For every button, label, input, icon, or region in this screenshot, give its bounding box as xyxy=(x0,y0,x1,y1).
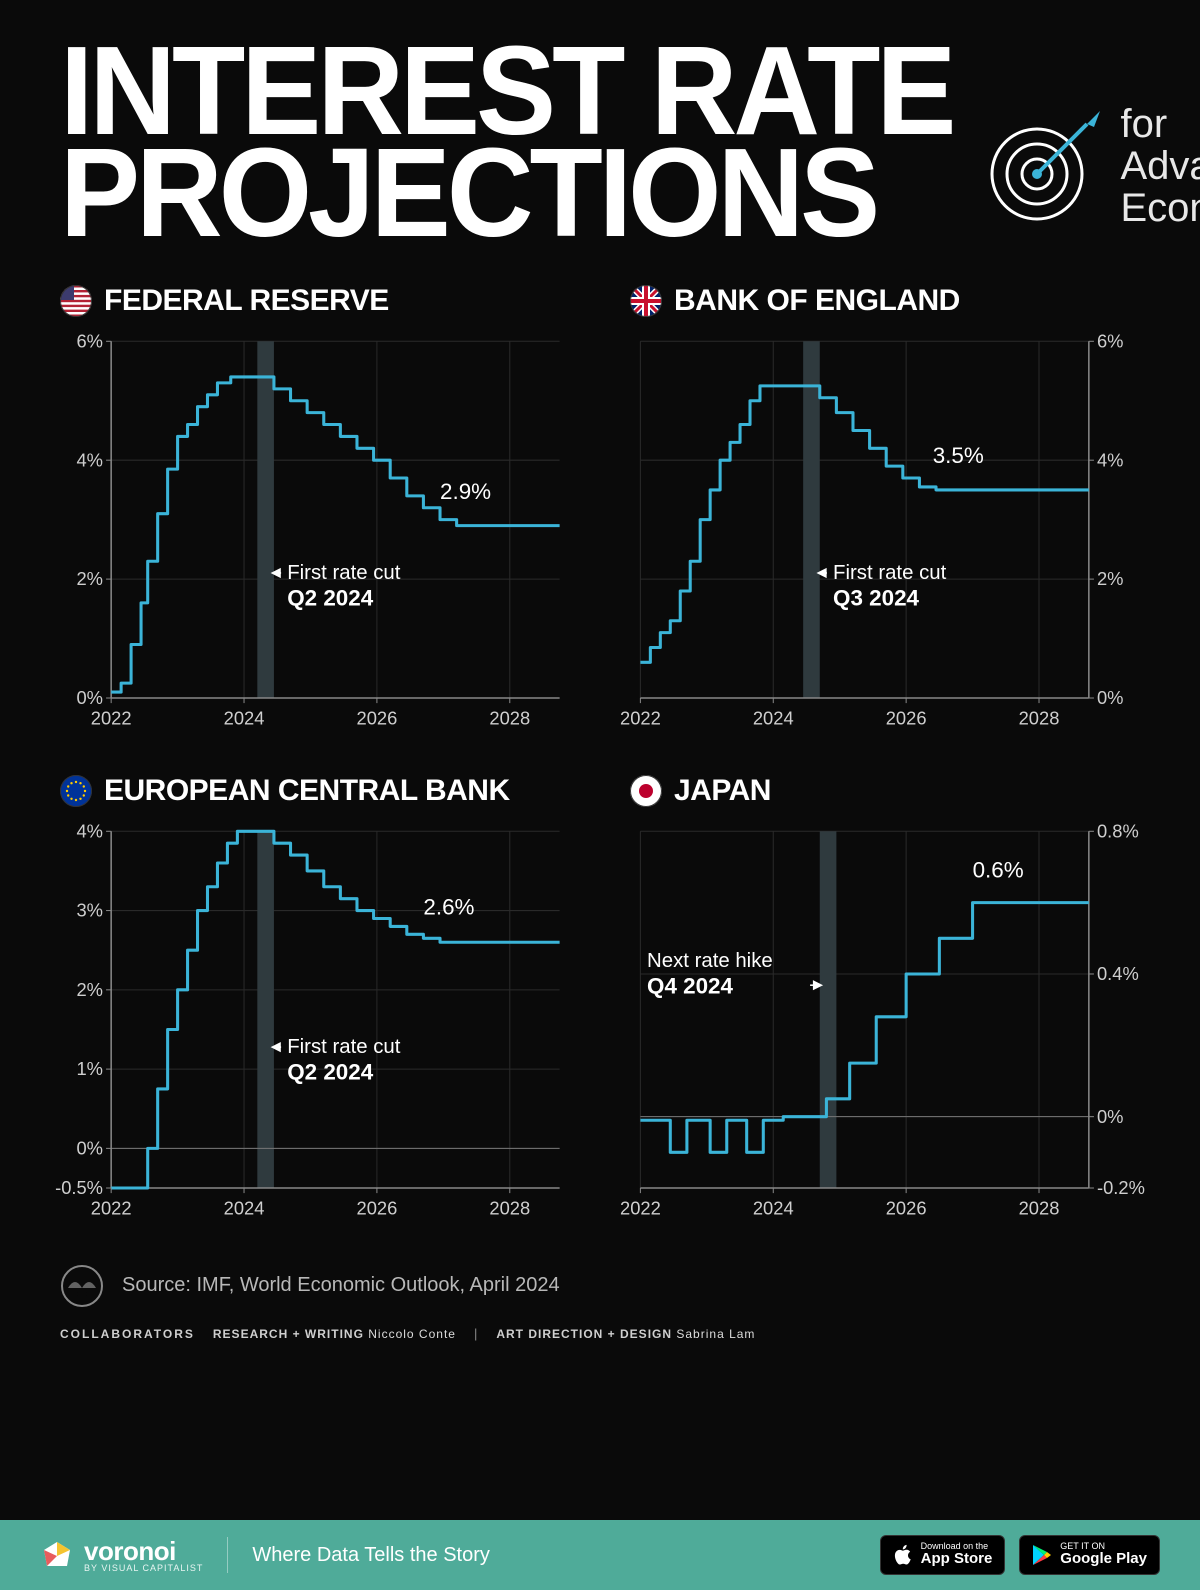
svg-text:2024: 2024 xyxy=(224,708,265,729)
research-label: RESEARCH + WRITING xyxy=(213,1327,364,1341)
voronoi-logo-icon xyxy=(40,1538,74,1572)
chart-title-boj: JAPAN xyxy=(620,774,1150,808)
svg-text:2022: 2022 xyxy=(620,708,661,729)
collab-separator: | xyxy=(474,1326,478,1341)
svg-text:2024: 2024 xyxy=(224,1197,265,1218)
source-text: Source: IMF, World Economic Outlook, Apr… xyxy=(122,1274,560,1297)
chart-fed: 0% 2% 4% 6% 2022 2024 2026 2028 2.9% First rate c… xyxy=(50,326,580,744)
brand-byline: BY VISUAL CAPITALIST xyxy=(84,1564,203,1573)
appstore-big: App Store xyxy=(921,1551,993,1568)
chart-ecb: -0.5% 0% 1% 2% 3% 4% 2022 2024 2026 2028 2.6% First… xyxy=(50,816,580,1234)
svg-text:1%: 1% xyxy=(77,1058,104,1079)
flag-us-icon xyxy=(60,285,92,317)
svg-text:2022: 2022 xyxy=(91,708,132,729)
brand-name: voronoi xyxy=(84,1538,203,1564)
target-icon xyxy=(982,109,1102,229)
charts-grid: FEDERAL RESERVE 0% 2% 4% 6% 2022 2024 2026 2028… xyxy=(0,254,1200,1244)
svg-text:-0.5%: -0.5% xyxy=(55,1177,103,1198)
subtitle-line-2: Economies xyxy=(1120,187,1200,229)
svg-text:2028: 2028 xyxy=(489,708,530,729)
play-big: Google Play xyxy=(1060,1551,1147,1568)
footer-divider xyxy=(227,1537,228,1573)
svg-text:2028: 2028 xyxy=(1019,1197,1060,1218)
design-name: Sabrina Lam xyxy=(676,1327,755,1341)
chart-name-boj: JAPAN xyxy=(674,774,771,808)
footer-tagline: Where Data Tells the Story xyxy=(252,1544,490,1567)
chart-name-ecb: EUROPEAN CENTRAL BANK xyxy=(104,774,510,808)
chart-title-ecb: EUROPEAN CENTRAL BANK xyxy=(50,774,580,808)
subtitle-block: for Advanced Economies xyxy=(982,103,1200,244)
svg-text:2%: 2% xyxy=(77,979,104,1000)
svg-text:4%: 4% xyxy=(1097,449,1124,470)
svg-text:2.6%: 2.6% xyxy=(423,894,474,919)
chart-cell-boj: JAPAN -0.2% 0% 0.4% 0.8% 2022 2024 2026 2028 0.6… xyxy=(620,774,1150,1234)
design-label: ART DIRECTION + DESIGN xyxy=(496,1327,672,1341)
header: INTEREST RATE PROJECTIONS for Advanced E… xyxy=(0,0,1200,254)
googleplay-icon xyxy=(1032,1544,1052,1566)
svg-text:6%: 6% xyxy=(1097,330,1124,351)
svg-text:First rate cut: First rate cut xyxy=(833,562,947,584)
flag-uk-icon xyxy=(630,285,662,317)
svg-text:Q4 2024: Q4 2024 xyxy=(647,973,733,998)
chart-boe: 0% 2% 4% 6% 2022 2024 2026 2028 3.5% First rate c… xyxy=(620,326,1150,744)
subtitle-text: for Advanced Economies xyxy=(1120,103,1200,229)
svg-text:0.8%: 0.8% xyxy=(1097,820,1139,841)
svg-text:3.5%: 3.5% xyxy=(933,443,984,468)
svg-text:4%: 4% xyxy=(77,449,104,470)
svg-text:0%: 0% xyxy=(77,1137,104,1158)
svg-text:2022: 2022 xyxy=(620,1197,661,1218)
collab-label: COLLABORATORS xyxy=(60,1327,195,1341)
svg-text:0%: 0% xyxy=(1097,1106,1124,1127)
footer-bar: voronoi BY VISUAL CAPITALIST Where Data … xyxy=(0,1520,1200,1590)
svg-text:2024: 2024 xyxy=(753,1197,794,1218)
source-icon xyxy=(60,1264,104,1308)
brand-block: voronoi BY VISUAL CAPITALIST xyxy=(40,1538,203,1573)
svg-text:Q2 2024: Q2 2024 xyxy=(287,1060,373,1085)
chart-name-boe: BANK OF ENGLAND xyxy=(674,284,960,318)
source-row: Source: IMF, World Economic Outlook, Apr… xyxy=(0,1244,1200,1316)
svg-text:First rate cut: First rate cut xyxy=(287,1036,401,1058)
appstore-badge[interactable]: Download on the App Store xyxy=(880,1535,1006,1575)
chart-title-fed: FEDERAL RESERVE xyxy=(50,284,580,318)
chart-cell-boe: BANK OF ENGLAND 0% 2% 4% 6% 2022 2024 2026 2028… xyxy=(620,284,1150,744)
svg-text:2026: 2026 xyxy=(357,708,398,729)
svg-text:2028: 2028 xyxy=(1019,708,1060,729)
research-name: Niccolo Conte xyxy=(368,1327,456,1341)
svg-text:0.6%: 0.6% xyxy=(973,858,1024,883)
googleplay-badge[interactable]: GET IT ON Google Play xyxy=(1019,1535,1160,1575)
svg-text:2028: 2028 xyxy=(489,1197,530,1218)
subtitle-line-1: for Advanced xyxy=(1120,103,1200,187)
svg-text:Q2 2024: Q2 2024 xyxy=(287,586,373,611)
store-badges: Download on the App Store GET IT ON Goog… xyxy=(880,1535,1160,1575)
svg-text:3%: 3% xyxy=(77,900,104,921)
svg-text:4%: 4% xyxy=(77,820,104,841)
svg-text:2.9%: 2.9% xyxy=(440,479,491,504)
apple-icon xyxy=(893,1543,913,1567)
chart-name-fed: FEDERAL RESERVE xyxy=(104,284,389,318)
chart-title-boe: BANK OF ENGLAND xyxy=(620,284,1150,318)
svg-text:First rate cut: First rate cut xyxy=(287,562,401,584)
chart-boj: -0.2% 0% 0.4% 0.8% 2022 2024 2026 2028 0.6% Next … xyxy=(620,816,1150,1234)
svg-text:2026: 2026 xyxy=(357,1197,398,1218)
svg-text:0%: 0% xyxy=(77,687,104,708)
main-title: INTEREST RATE PROJECTIONS xyxy=(60,40,952,244)
svg-text:2026: 2026 xyxy=(886,708,927,729)
chart-cell-ecb: EUROPEAN CENTRAL BANK -0.5% 0% 1% 2% 3% 4% 202… xyxy=(50,774,580,1234)
svg-text:0.4%: 0.4% xyxy=(1097,963,1139,984)
collaborators-row: COLLABORATORS RESEARCH + WRITING Niccolo… xyxy=(0,1316,1200,1361)
svg-text:6%: 6% xyxy=(77,330,104,351)
svg-text:Next rate hike: Next rate hike xyxy=(647,950,773,972)
title-line-2: PROJECTIONS xyxy=(60,139,876,246)
flag-eu-icon xyxy=(60,775,92,807)
svg-text:2022: 2022 xyxy=(91,1197,132,1218)
svg-text:-0.2%: -0.2% xyxy=(1097,1177,1145,1198)
svg-text:2026: 2026 xyxy=(886,1197,927,1218)
flag-jp-icon xyxy=(630,775,662,807)
svg-text:Q3 2024: Q3 2024 xyxy=(833,586,919,611)
svg-text:2024: 2024 xyxy=(753,708,794,729)
svg-text:2%: 2% xyxy=(77,568,104,589)
chart-cell-fed: FEDERAL RESERVE 0% 2% 4% 6% 2022 2024 2026 2028… xyxy=(50,284,580,744)
svg-text:2%: 2% xyxy=(1097,568,1124,589)
svg-text:0%: 0% xyxy=(1097,687,1124,708)
